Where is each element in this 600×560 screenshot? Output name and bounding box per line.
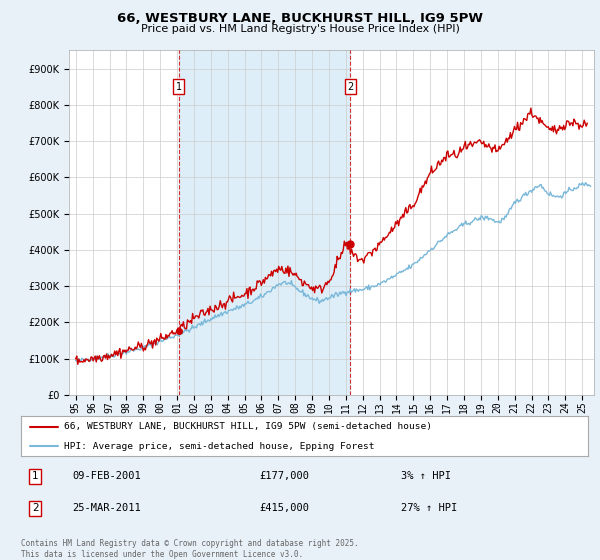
Text: 2: 2 xyxy=(32,503,38,514)
Text: £415,000: £415,000 xyxy=(259,503,309,514)
Text: 66, WESTBURY LANE, BUCKHURST HILL, IG9 5PW: 66, WESTBURY LANE, BUCKHURST HILL, IG9 5… xyxy=(117,12,483,25)
Text: £177,000: £177,000 xyxy=(259,471,309,481)
Text: 3% ↑ HPI: 3% ↑ HPI xyxy=(401,471,451,481)
Text: 1: 1 xyxy=(176,82,182,92)
Text: 25-MAR-2011: 25-MAR-2011 xyxy=(72,503,141,514)
Text: HPI: Average price, semi-detached house, Epping Forest: HPI: Average price, semi-detached house,… xyxy=(64,442,374,451)
Text: 66, WESTBURY LANE, BUCKHURST HILL, IG9 5PW (semi-detached house): 66, WESTBURY LANE, BUCKHURST HILL, IG9 5… xyxy=(64,422,431,431)
Text: 27% ↑ HPI: 27% ↑ HPI xyxy=(401,503,457,514)
Text: 1: 1 xyxy=(32,471,38,481)
Text: 09-FEB-2001: 09-FEB-2001 xyxy=(72,471,141,481)
Text: 2: 2 xyxy=(347,82,353,92)
Bar xyxy=(179,50,350,395)
Text: Price paid vs. HM Land Registry's House Price Index (HPI): Price paid vs. HM Land Registry's House … xyxy=(140,24,460,34)
Text: Contains HM Land Registry data © Crown copyright and database right 2025.
This d: Contains HM Land Registry data © Crown c… xyxy=(21,539,359,559)
